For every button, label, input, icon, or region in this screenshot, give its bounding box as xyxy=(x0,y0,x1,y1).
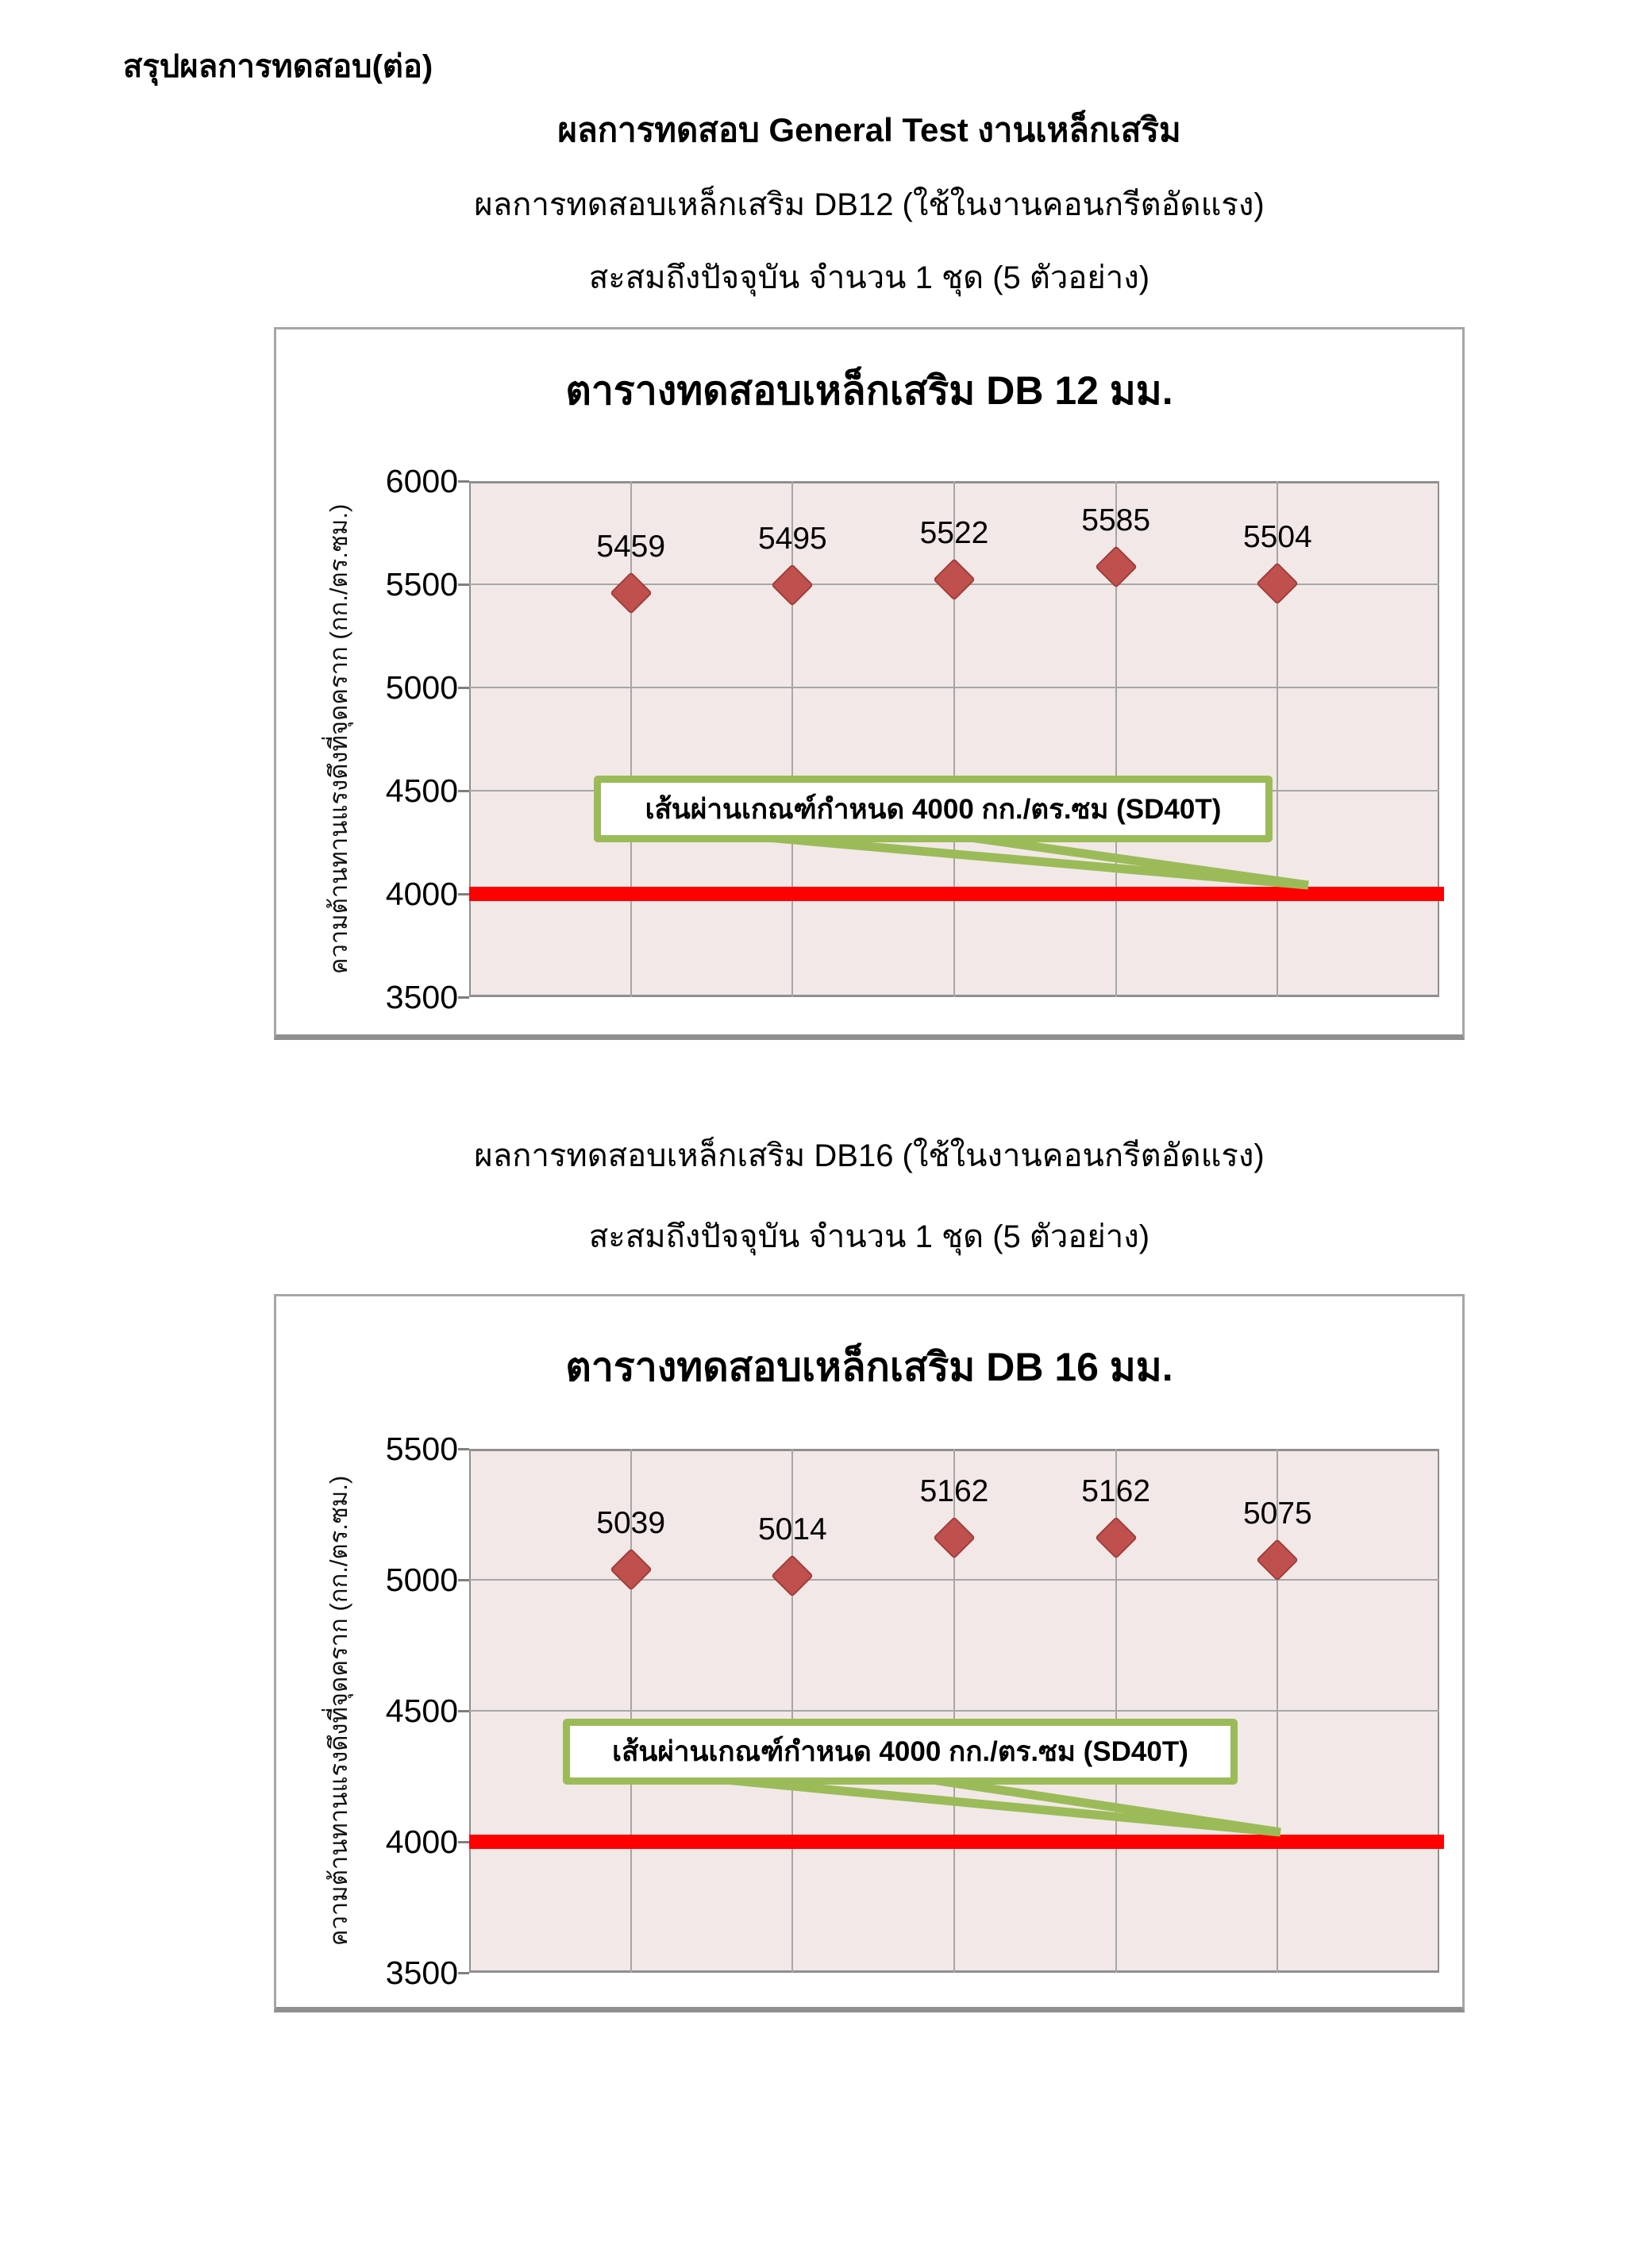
reference-line xyxy=(469,1835,1444,1849)
gridline-vertical xyxy=(1277,1449,1279,1973)
gridline-vertical xyxy=(630,1449,632,1973)
y-tick-label: 5500 xyxy=(385,566,458,603)
data-point-label: 5075 xyxy=(1242,1496,1312,1531)
y-tick-label: 5500 xyxy=(385,1431,458,1467)
callout-box: เส้นผ่านเกณฑ์กำหนด 4000 กก./ตร.ซม (SD40T… xyxy=(563,1719,1238,1785)
y-tick-mark xyxy=(458,1710,469,1712)
section1-subtitle: ผลการทดสอบเหล็กเสริม DB12 (ใช้ในงานคอนกร… xyxy=(474,187,1265,222)
gridline-vertical xyxy=(791,1449,794,1973)
gridline-vertical xyxy=(1115,481,1117,997)
data-point-label: 5014 xyxy=(757,1512,827,1547)
gridline-vertical xyxy=(791,481,794,997)
section2-subtitle: ผลการทดสอบเหล็กเสริม DB16 (ใช้ในงานคอนกร… xyxy=(474,1138,1265,1173)
y-tick-mark xyxy=(458,1972,469,1974)
y-tick-mark xyxy=(458,480,469,483)
data-point-label: 5162 xyxy=(919,1473,989,1508)
y-tick-mark xyxy=(458,583,469,586)
gridline-vertical xyxy=(953,481,955,997)
report-title: ผลการทดสอบ General Test งานเหล็กเสริม xyxy=(557,111,1181,148)
y-tick-mark xyxy=(458,1841,469,1843)
data-point-label: 5039 xyxy=(596,1506,666,1541)
gridline-vertical xyxy=(1277,481,1279,997)
y-tick-mark xyxy=(458,1579,469,1581)
y-tick-mark xyxy=(458,996,469,999)
chart-title: ตารางทดสอบเหล็กเสริม DB 16 มม. xyxy=(565,1345,1173,1389)
callout-box: เส้นผ่านเกณฑ์กำหนด 4000 กก./ตร.ซม (SD40T… xyxy=(594,776,1273,842)
y-tick-mark xyxy=(458,893,469,895)
y-tick-label: 4500 xyxy=(385,1693,458,1729)
data-point-label: 5585 xyxy=(1081,503,1151,537)
y-tick-mark xyxy=(458,687,469,689)
data-point-label: 5522 xyxy=(919,516,989,551)
y-tick-label: 3500 xyxy=(385,1955,458,1991)
y-tick-mark xyxy=(458,1448,469,1450)
section2-sample-count: สะสมถึงปัจจุบัน จำนวน 1 ชุด (5 ตัวอย่าง) xyxy=(588,1219,1150,1254)
callout-label: เส้นผ่านเกณฑ์กำหนด 4000 กก./ตร.ซม (SD40T… xyxy=(645,793,1222,825)
section1-sample-count: สะสมถึงปัจจุบัน จำนวน 1 ชุด (5 ตัวอย่าง) xyxy=(588,260,1150,295)
y-tick-label: 4000 xyxy=(385,876,458,912)
callout-label: เส้นผ่านเกณฑ์กำหนด 4000 กก./ตร.ซม (SD40T… xyxy=(612,1736,1188,1767)
data-point-label: 5495 xyxy=(757,522,827,557)
reference-line xyxy=(469,887,1444,901)
y-tick-label: 5000 xyxy=(385,1562,458,1598)
y-tick-label: 5000 xyxy=(385,669,458,706)
data-point-label: 5459 xyxy=(596,529,666,564)
page-heading: สรุปผลการทดสอบ(ต่อ) xyxy=(123,49,433,84)
y-tick-label: 3500 xyxy=(385,979,458,1015)
gridline-vertical xyxy=(630,481,632,997)
chart-db16: ตารางทดสอบเหล็กเสริม DB 16 มม. ความต้านท… xyxy=(274,1294,1465,2012)
y-tick-label: 6000 xyxy=(385,463,458,499)
chart-db12: ตารางทดสอบเหล็กเสริม DB 12 มม. ความต้านท… xyxy=(274,327,1465,1040)
y-tick-label: 4000 xyxy=(385,1824,458,1860)
y-tick-label: 4500 xyxy=(385,772,458,809)
gridline-vertical xyxy=(953,1449,955,1973)
y-tick-mark xyxy=(458,790,469,792)
gridline-vertical xyxy=(1115,1449,1117,1973)
data-point-label: 5504 xyxy=(1242,519,1312,554)
data-point-label: 5162 xyxy=(1081,1473,1151,1508)
chart-title: ตารางทดสอบเหล็กเสริม DB 12 มม. xyxy=(565,368,1173,413)
